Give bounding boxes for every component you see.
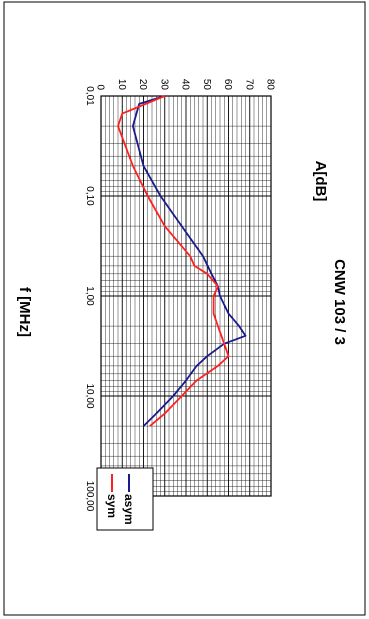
chart-title: CNW 103 / 3: [331, 259, 348, 345]
y-tick-label: 0: [95, 84, 106, 90]
y-tick-label: 40: [180, 79, 191, 91]
series-line-sym: [117, 95, 230, 427]
legend-label-sym: sym: [105, 494, 119, 518]
x-tick-label: 0,10: [84, 186, 95, 206]
legend: asym sym: [96, 467, 154, 531]
y-tick-label: 50: [201, 79, 212, 91]
y-tick-label: 30: [158, 79, 169, 91]
x-tick-label: 0,01: [84, 86, 95, 106]
y-tick-label: 80: [265, 79, 276, 91]
plot-area: [100, 95, 272, 497]
series-line-asym: [131, 95, 247, 427]
series-layer: [117, 95, 247, 427]
y-tick-label: 60: [222, 79, 233, 91]
y-tick-label: 10: [116, 79, 127, 91]
y-tick-label: 70: [243, 79, 254, 91]
y-axis-title: A[dB]: [312, 161, 329, 202]
x-tick-label: 10,00: [84, 383, 95, 408]
y-tick-label: 20: [137, 79, 148, 91]
legend-label-asym: asym: [122, 494, 136, 525]
plot-grid: [100, 95, 272, 496]
y-tick-labels: 0 10 20 30 40 50 60 70 80: [95, 79, 276, 91]
x-tick-label: 1,00: [84, 286, 95, 306]
x-tick-label: 100,00: [84, 481, 95, 512]
page-frame: [3, 1, 366, 616]
x-tick-labels: 0,01 0,10 1,00 10,00 100,00: [84, 86, 95, 511]
x-axis-title: f [MHz]: [16, 287, 33, 337]
